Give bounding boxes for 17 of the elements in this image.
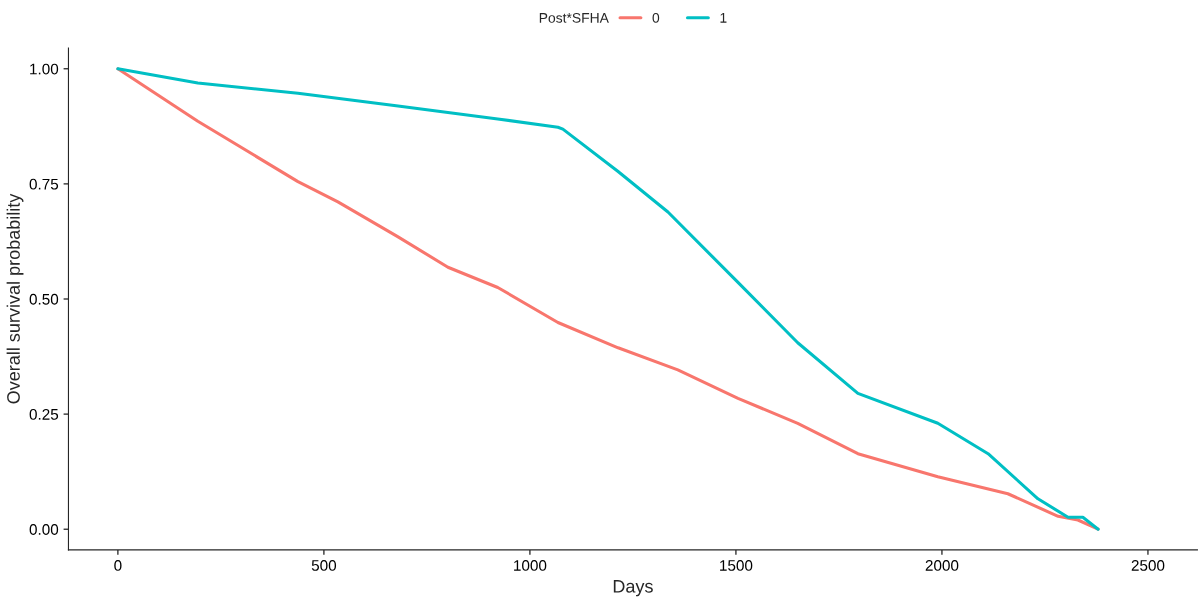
y-tick-label: 0.50	[29, 293, 59, 305]
x-tick-label: 2500	[1131, 560, 1165, 571]
legend-label: 0	[652, 12, 660, 23]
y-tick-label: 0.00	[29, 524, 59, 535]
x-tick-label: 2000	[925, 560, 959, 571]
line-series	[116, 67, 1100, 531]
legend-label: 1	[720, 13, 727, 23]
x-tick-label: 500	[311, 560, 337, 571]
y-axis-title: Overall survival probability	[6, 193, 24, 404]
x-tick-label: 0	[114, 560, 122, 571]
y-tick-label: 0.25	[29, 408, 59, 420]
y-tick-label: 1.00	[30, 63, 59, 75]
legend-title: Post*SFHA	[539, 12, 609, 23]
x-axis-title: Days	[613, 580, 653, 597]
x-tick-label: 1500	[720, 560, 753, 571]
x-tick-label: 1000	[514, 560, 547, 571]
y-tick-label: 0.75	[29, 178, 59, 190]
